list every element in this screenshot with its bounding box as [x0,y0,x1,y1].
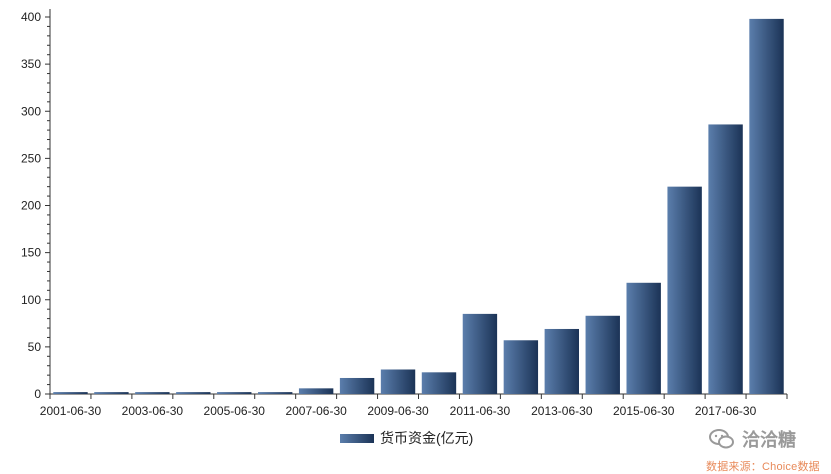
bar[interactable] [94,392,129,394]
y-tick-label: 50 [28,340,42,354]
x-tick-label: 2001-06-30 [40,404,102,418]
y-tick-label: 0 [34,387,41,401]
legend-label: 货币资金(亿元) [380,430,474,446]
y-tick-label: 200 [21,199,41,213]
y-tick-label: 150 [21,246,41,260]
x-tick-label: 2015-06-30 [613,404,675,418]
y-tick-label: 300 [21,104,41,118]
bar[interactable] [503,340,539,394]
wechat-icon [709,429,734,449]
bar[interactable] [298,388,334,394]
watermark: 洽洽糖 [708,426,796,452]
bar[interactable] [257,392,293,394]
bar[interactable] [176,392,211,394]
x-tick-label: 2005-06-30 [204,404,266,418]
bar[interactable] [217,392,252,394]
bar[interactable] [667,186,702,394]
y-axis: 0 50 100 150 200 250 300 350 400 [21,9,51,401]
x-tick-label: 2009-06-30 [367,404,429,418]
legend[interactable]: 货币资金(亿元) [340,428,473,448]
x-tick-label: 2017-06-30 [695,404,757,418]
watermark-text: 洽洽糖 [742,430,796,450]
bar[interactable] [53,392,88,394]
bar[interactable] [626,282,661,394]
x-axis: 2001-06-30 2003-06-30 2005-06-30 2007-06-30… [40,393,788,418]
bar[interactable] [749,18,784,394]
legend-swatch [340,433,374,443]
source-note: 数据来源：Choice数据 [706,461,820,473]
x-tick-label: 2011-06-30 [450,404,511,418]
bar[interactable] [708,124,743,394]
y-tick-label: 250 [21,151,41,165]
bar[interactable] [339,377,375,394]
bar[interactable] [421,372,457,394]
bar[interactable] [585,315,620,394]
x-tick-label: 2003-06-30 [122,404,184,418]
bar[interactable] [544,328,580,394]
y-tick-label: 400 [21,10,41,24]
bar[interactable] [380,369,416,394]
bars [53,18,784,394]
bar[interactable] [135,392,170,394]
x-tick-label: 2007-06-30 [285,404,347,418]
y-tick-label: 100 [21,293,41,307]
y-tick-label: 350 [21,57,41,71]
x-tick-label: 2013-06-30 [531,404,593,418]
bar[interactable] [462,313,498,394]
